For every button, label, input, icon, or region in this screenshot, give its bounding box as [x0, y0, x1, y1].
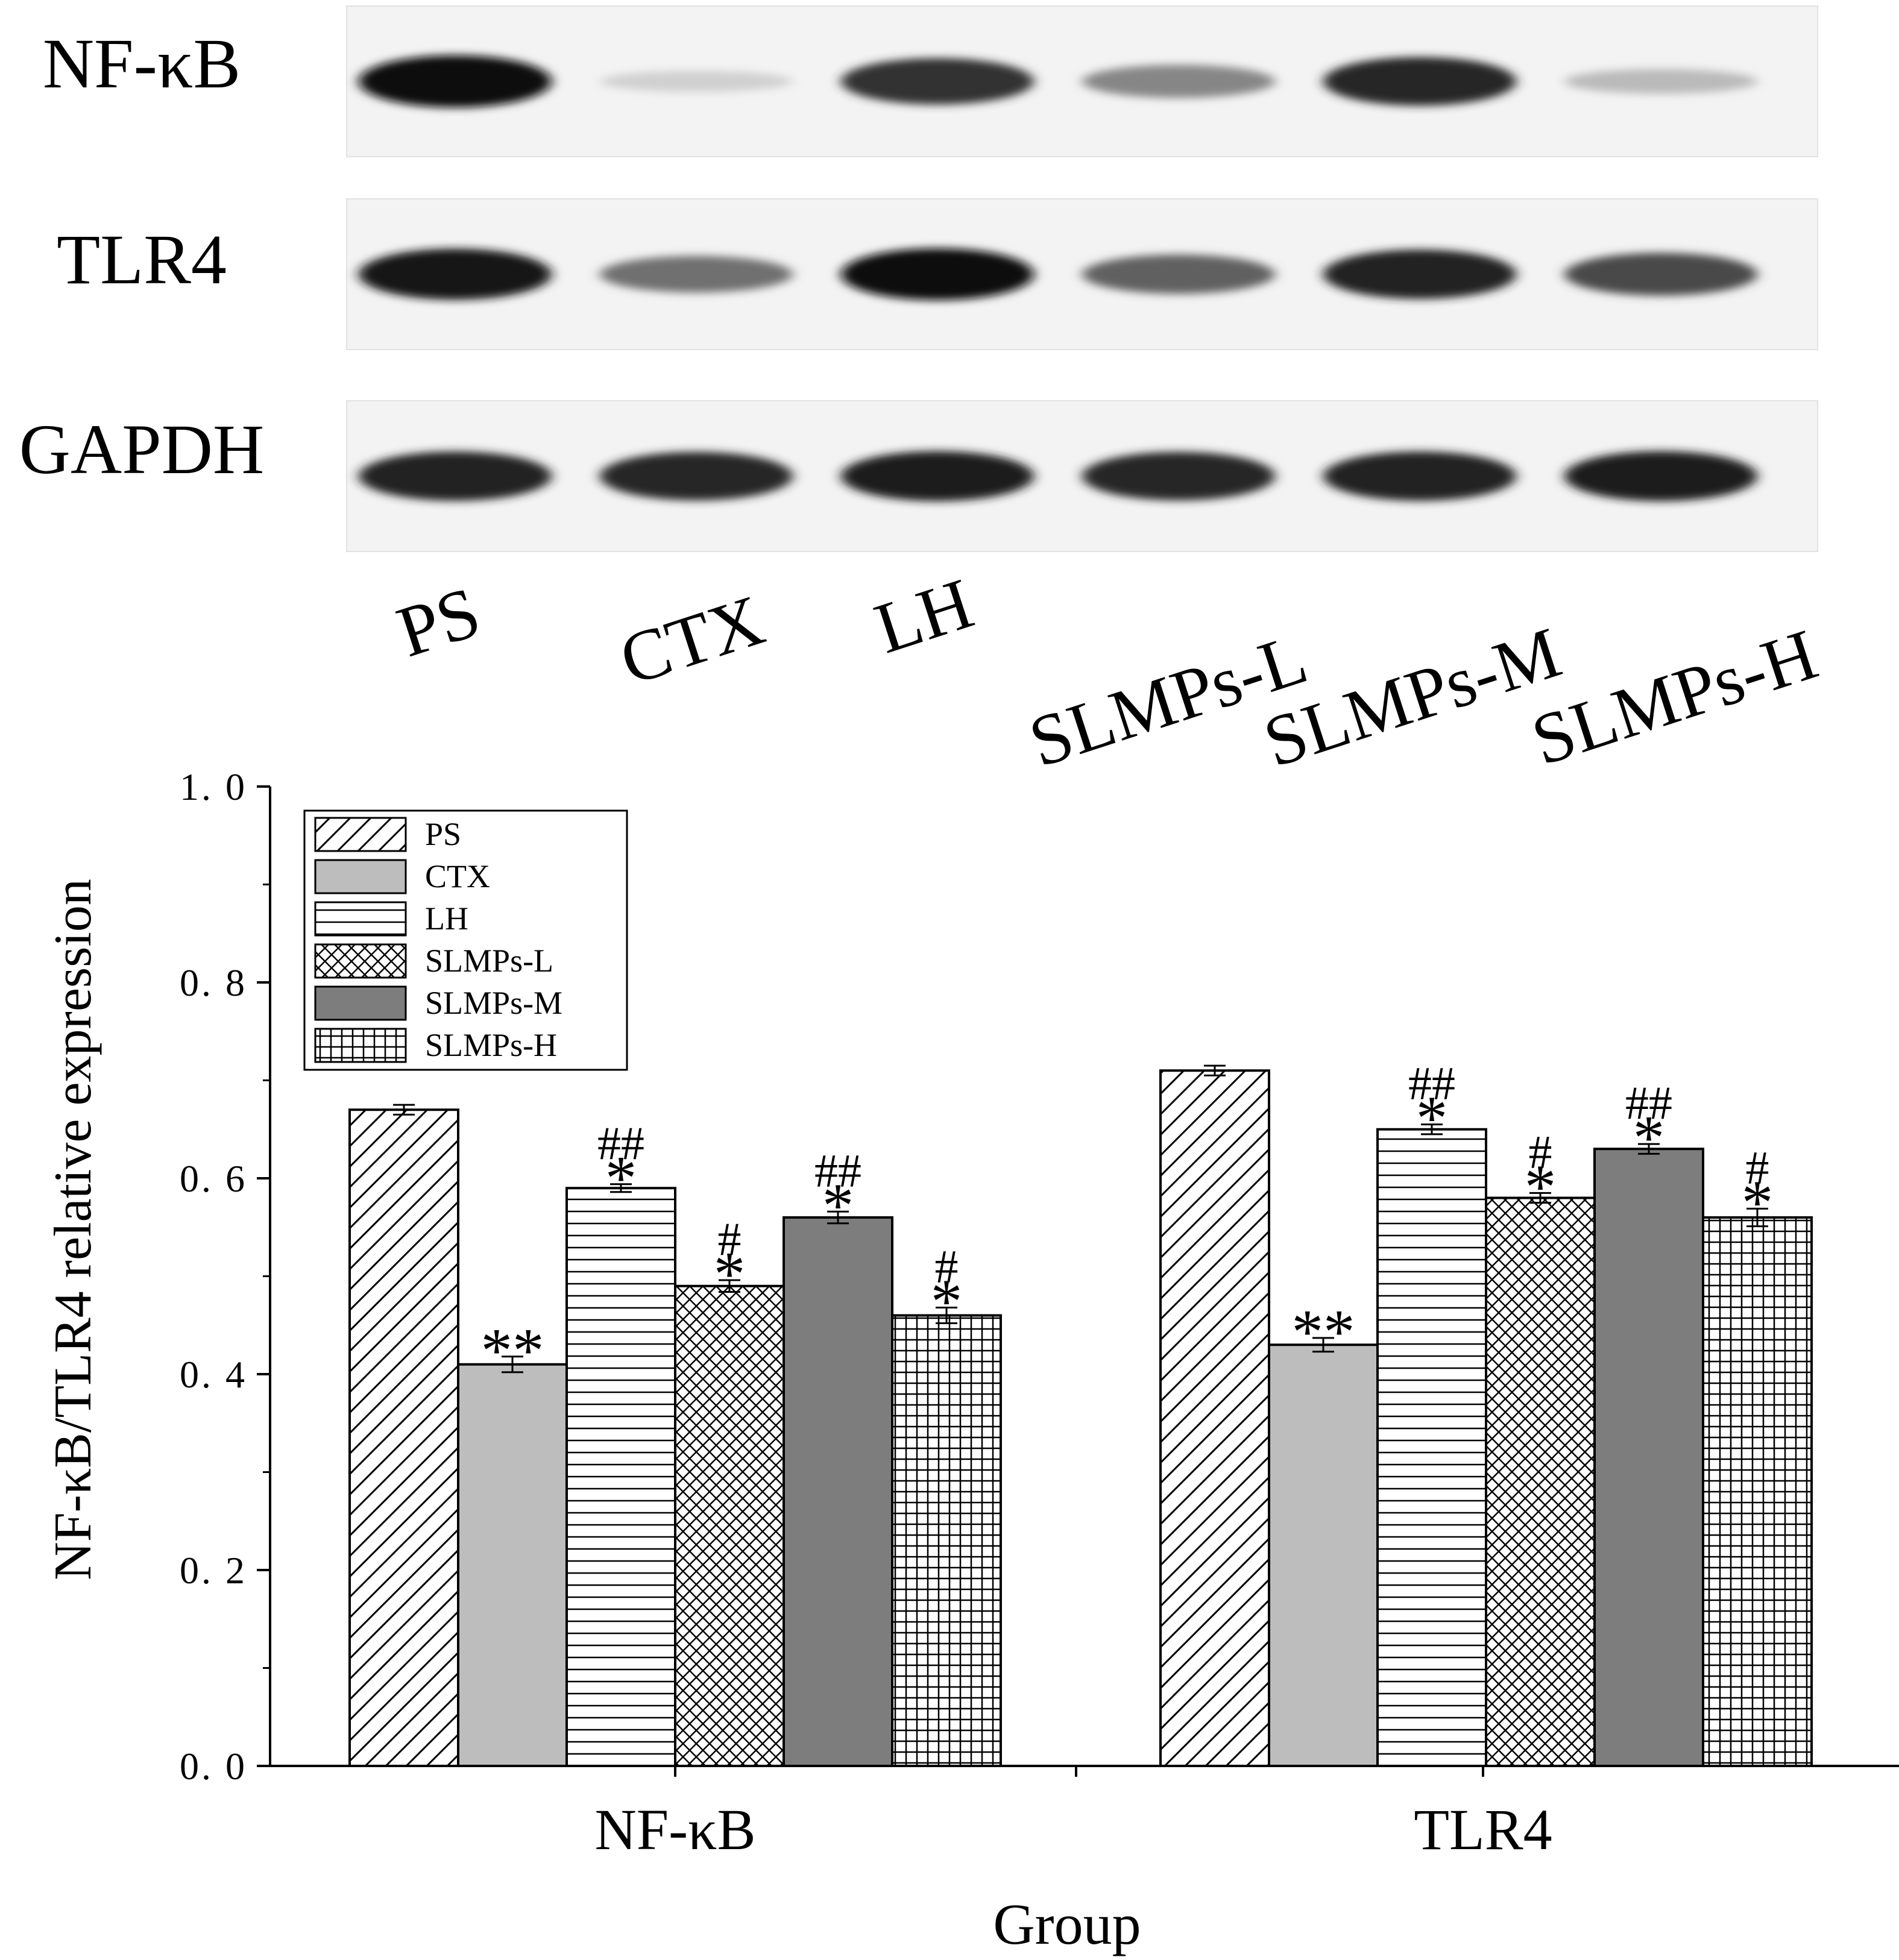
blot-row-label: TLR4 [57, 220, 227, 299]
legend-swatch [314, 1028, 407, 1063]
bar [565, 1187, 676, 1767]
blot-band [1082, 254, 1275, 294]
significance-label: ## [814, 1144, 861, 1196]
bar [1593, 1148, 1704, 1767]
significance-label: * [1525, 1151, 1557, 1222]
legend-box [303, 809, 628, 1071]
y-tick-label: 0. 4 [180, 1353, 247, 1396]
blot-row-label: NF-κB [43, 24, 241, 103]
significance-label: ## [1625, 1076, 1672, 1129]
legend-swatch [314, 901, 407, 937]
significance-label: * [1416, 1083, 1448, 1154]
blot-lane-label: CTX [611, 579, 773, 700]
blot-lane-label: SLMPs-M [1255, 612, 1570, 782]
bar-chart: NF-κB/TLR4 relative expression Group 0. … [44, 765, 1899, 1956]
significance-label: * [822, 1170, 854, 1240]
blot-band [1564, 69, 1757, 94]
blot-band [841, 58, 1034, 105]
blot-band [841, 451, 1034, 501]
bar [1159, 1069, 1270, 1767]
blot-band [1323, 57, 1516, 106]
significance-label: ## [1408, 1057, 1455, 1110]
legend-label: LH [425, 900, 468, 937]
y-tick-label: 0. 0 [180, 1745, 247, 1788]
blot-band [359, 451, 552, 501]
y-axis-label: NF-κB/TLR4 relative expression [44, 879, 102, 1580]
blot-band [1564, 253, 1757, 296]
bar [783, 1216, 893, 1767]
blot-lane-label: PS [388, 571, 489, 673]
significance-label: # [935, 1240, 959, 1293]
blot-band [1564, 451, 1757, 501]
x-category-label: TLR4 [1414, 1797, 1552, 1862]
significance-label: # [1746, 1141, 1769, 1193]
significance-label: * [714, 1239, 746, 1309]
bar [457, 1363, 568, 1767]
legend-label: SLMPs-M [425, 985, 562, 1021]
blot-band [600, 451, 793, 501]
legend-label: SLMPs-L [425, 943, 553, 979]
blot-band [600, 71, 793, 92]
y-tick-label: 0. 6 [180, 1157, 247, 1200]
significance-label: ## [597, 1117, 644, 1169]
blot-band [359, 55, 552, 108]
blot-band [841, 248, 1034, 301]
blot-band [1082, 451, 1275, 501]
bar [348, 1108, 459, 1767]
blot-band [600, 256, 793, 293]
legend-swatch [314, 943, 407, 979]
bar [674, 1284, 785, 1767]
bar [891, 1314, 1002, 1767]
legend-swatch [314, 859, 407, 894]
blot-band [359, 248, 552, 300]
y-tick-label: 0. 2 [180, 1549, 247, 1592]
legend-label: PS [425, 816, 461, 852]
blot-band [1082, 64, 1275, 98]
blot-band [1323, 250, 1516, 299]
legend-swatch [314, 817, 407, 852]
x-axis-label: Group [993, 1892, 1141, 1956]
significance-label: * [1633, 1102, 1665, 1173]
y-tick-label: 1. 0 [180, 765, 247, 808]
bar [1268, 1343, 1379, 1767]
blot-lane-label: SLMPs-H [1522, 614, 1826, 781]
bar [1702, 1216, 1813, 1767]
bar [1376, 1128, 1487, 1767]
legend-label: SLMPs-H [425, 1027, 557, 1063]
significance-label: * [931, 1266, 963, 1337]
x-category-label: NF-κB [594, 1797, 755, 1862]
significance-label: ** [1292, 1296, 1355, 1367]
significance-label: * [605, 1143, 637, 1213]
significance-label: # [1529, 1125, 1552, 1178]
significance-label: * [1742, 1167, 1774, 1237]
bar [1485, 1196, 1596, 1767]
significance-label: # [718, 1213, 742, 1265]
blot-row-label: GAPDH [19, 410, 265, 489]
blot-band [1323, 451, 1516, 501]
blot-lane-label: LH [866, 563, 982, 669]
y-tick-label: 0. 8 [180, 961, 247, 1004]
legend-label: CTX [425, 858, 490, 894]
legend-swatch [314, 985, 407, 1021]
significance-label: ** [481, 1315, 544, 1386]
